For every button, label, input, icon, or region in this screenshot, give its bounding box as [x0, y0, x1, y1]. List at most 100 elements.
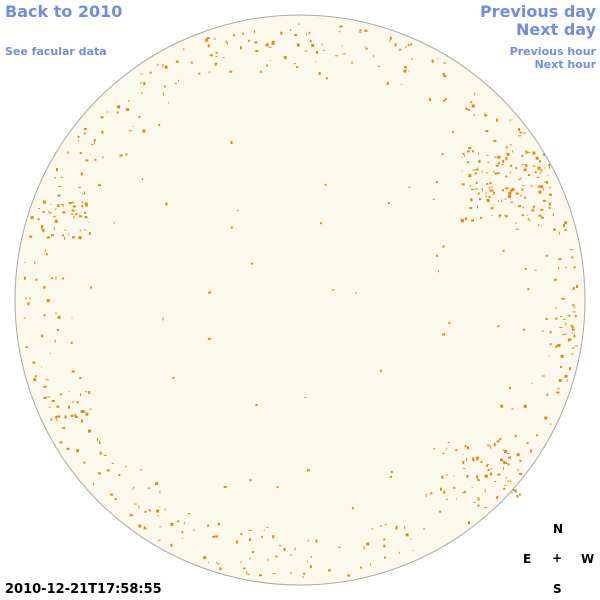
back-to-year-link[interactable]: Back to 2010 — [5, 2, 123, 21]
facula-mark — [167, 102, 169, 104]
facula-mark — [477, 478, 480, 481]
facula-mark — [571, 324, 573, 327]
facula-mark — [516, 453, 520, 457]
facula-mark — [284, 56, 287, 60]
facula-mark — [68, 202, 72, 205]
facula-mark — [571, 324, 573, 327]
facula-mark — [144, 526, 145, 528]
facula-mark — [557, 343, 561, 347]
facula-mark — [510, 201, 514, 203]
facula-mark — [33, 378, 37, 382]
facula-mark — [81, 205, 84, 208]
facula-mark — [463, 490, 466, 493]
facula-mark — [529, 449, 532, 453]
facula-mark — [474, 172, 477, 175]
facula-mark — [54, 177, 57, 179]
facula-mark — [403, 69, 407, 73]
facula-mark — [490, 472, 493, 476]
facula-mark — [70, 213, 73, 215]
previous-hour-link[interactable]: Previous hour — [509, 45, 596, 58]
facula-mark — [32, 361, 36, 364]
facula-mark — [536, 434, 539, 437]
facula-mark — [242, 32, 245, 35]
facula-mark — [93, 141, 95, 145]
facula-mark — [564, 374, 568, 378]
facula-mark — [45, 249, 46, 252]
facula-mark — [460, 218, 462, 221]
facula-mark — [88, 391, 91, 394]
facula-mark — [102, 156, 104, 159]
facula-mark — [574, 315, 577, 318]
facula-mark — [71, 209, 75, 212]
facula-mark — [302, 576, 304, 579]
facula-mark — [55, 312, 57, 315]
facula-mark — [520, 177, 522, 180]
next-day-link[interactable]: Next day — [516, 20, 596, 39]
facula-mark — [249, 479, 252, 482]
facula-mark — [249, 558, 252, 560]
facula-mark — [83, 461, 86, 464]
facula-mark — [271, 41, 275, 45]
facula-mark — [50, 353, 51, 354]
facula-mark — [266, 527, 269, 529]
facula-mark — [501, 189, 504, 192]
facula-mark — [504, 484, 507, 486]
facula-mark — [568, 314, 571, 317]
next-hour-link[interactable]: Next hour — [534, 58, 597, 71]
facula-mark — [223, 485, 227, 488]
previous-day-link[interactable]: Previous day — [479, 2, 596, 21]
facula-mark — [519, 459, 522, 462]
facula-mark — [560, 354, 564, 358]
facula-mark — [293, 63, 296, 65]
facula-mark — [71, 202, 75, 204]
facula-mark — [487, 161, 490, 163]
facula-mark — [429, 98, 431, 102]
facula-mark — [462, 152, 465, 155]
facula-mark — [494, 481, 497, 482]
facula-mark — [546, 393, 549, 396]
facula-mark — [398, 551, 400, 554]
facula-mark — [445, 98, 447, 101]
facula-mark — [81, 201, 83, 205]
facula-mark — [59, 441, 63, 444]
facula-mark — [158, 124, 161, 127]
facula-mark — [384, 556, 387, 559]
facula-mark — [523, 196, 526, 199]
facula-mark — [438, 270, 439, 273]
facula-mark — [500, 458, 504, 462]
facula-mark — [30, 235, 33, 238]
facula-mark — [268, 46, 272, 48]
facula-mark — [62, 205, 64, 207]
facula-mark — [505, 476, 507, 479]
facula-mark — [549, 193, 552, 196]
facula-mark — [306, 560, 308, 563]
facula-mark — [207, 44, 210, 48]
facula-mark — [290, 554, 293, 556]
facula-mark — [573, 266, 576, 269]
facula-mark — [408, 70, 410, 72]
facula-mark — [269, 60, 271, 62]
facula-mark — [507, 480, 510, 482]
facula-mark — [56, 405, 60, 408]
facula-mark — [423, 528, 426, 530]
facula-mark — [573, 333, 575, 336]
facula-mark — [490, 186, 493, 188]
facula-mark — [394, 43, 397, 47]
facula-mark — [410, 538, 412, 540]
facula-mark — [252, 551, 254, 553]
facula-mark — [542, 199, 546, 202]
facula-mark — [548, 165, 550, 169]
facula-mark — [183, 48, 185, 51]
facula-mark — [508, 191, 512, 195]
facula-mark — [377, 65, 380, 67]
facula-mark — [558, 379, 562, 382]
facula-mark — [54, 219, 58, 223]
facula-mark — [537, 166, 541, 170]
facula-mark — [71, 370, 75, 373]
facula-mark — [46, 299, 50, 303]
see-facular-data-link[interactable]: See facular data — [5, 45, 107, 58]
facula-mark — [505, 175, 508, 178]
facula-mark — [442, 245, 445, 248]
facula-mark — [55, 276, 57, 280]
facula-mark — [156, 509, 160, 513]
